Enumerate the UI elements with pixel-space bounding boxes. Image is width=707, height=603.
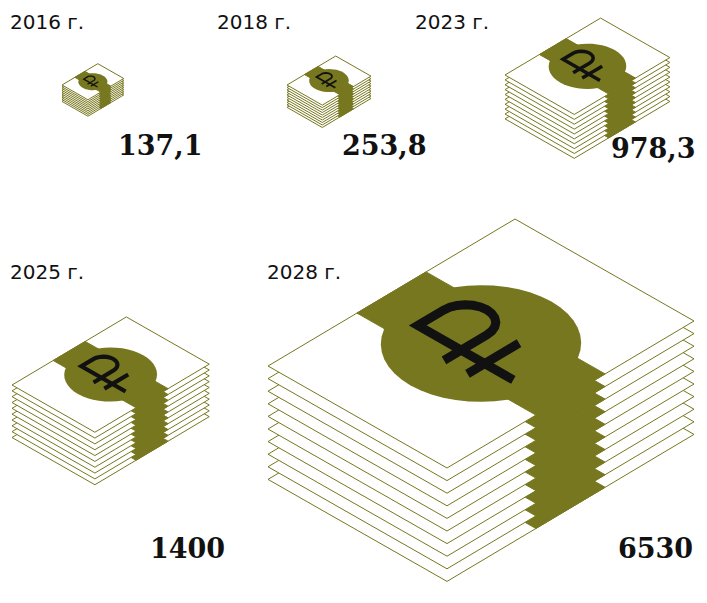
svg-text:6530: 6530 [618, 533, 693, 564]
svg-text:137,1: 137,1 [118, 130, 203, 161]
svg-text:253,8: 253,8 [342, 130, 427, 161]
svg-text:978,3: 978,3 [611, 133, 696, 164]
svg-text:2023 г.: 2023 г. [415, 10, 489, 34]
svg-text:1400: 1400 [150, 533, 225, 564]
svg-text:2016 г.: 2016 г. [10, 10, 84, 34]
svg-text:2028 г.: 2028 г. [267, 260, 341, 284]
svg-text:2018 г.: 2018 г. [217, 10, 291, 34]
svg-text:2025 г.: 2025 г. [10, 260, 84, 284]
